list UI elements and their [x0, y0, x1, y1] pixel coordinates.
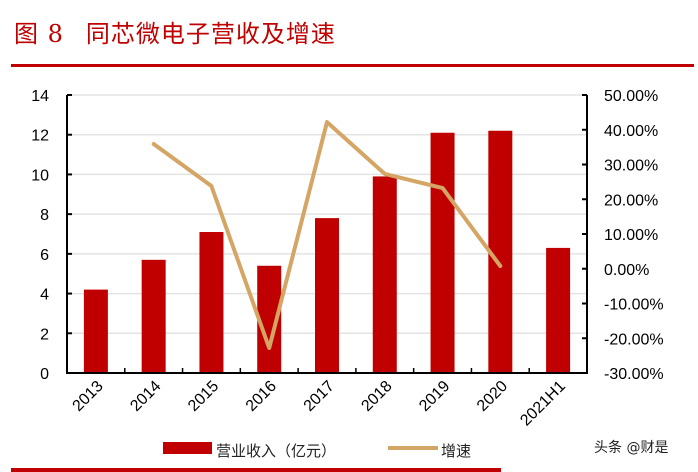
x-tick-label: 2017 [301, 378, 338, 415]
revenue-bars [83, 130, 571, 373]
revenue-bar-2015 [199, 232, 224, 373]
footer-divider [11, 468, 501, 472]
revenue-bar-2014 [141, 259, 166, 373]
revenue-bar-2018 [372, 176, 397, 373]
chart-legend: 营业收入（亿元） 增速 [163, 442, 471, 460]
right-tick-label: -10.00% [604, 297, 664, 314]
right-tick-label: 0.00% [604, 262, 649, 279]
x-tick-label: 2018 [358, 378, 395, 415]
left-tick-label: 10 [31, 167, 49, 184]
revenue-bar-2017 [315, 218, 339, 373]
right-tick-label: 50.00% [604, 88, 658, 105]
legend-revenue-label: 营业收入（亿元） [216, 442, 336, 460]
x-tick-label: 2015 [185, 378, 222, 415]
revenue-bar-2020 [488, 130, 513, 373]
growth-line-path [151, 120, 503, 350]
left-tick-label: 12 [31, 128, 49, 145]
x-tick-label: 2013 [70, 378, 107, 415]
left-tick-label: 4 [40, 287, 49, 304]
x-tick-label: 2014 [127, 378, 164, 415]
right-axis-labels: -30.00% -20.00% -10.00% 0.00% 10.00% 20.00% 30… [604, 88, 664, 383]
left-tick-label: 14 [31, 88, 49, 105]
x-tick-label: 2020 [474, 378, 511, 415]
legend-growth-label: 增速 [441, 442, 471, 460]
x-tick-label: 2016 [243, 378, 280, 415]
right-tick-label: -30.00% [604, 366, 664, 383]
right-tick-label: 10.00% [604, 227, 658, 244]
legend-bar-swatch [163, 442, 212, 454]
revenue-bar-2021H1 [546, 247, 571, 373]
watermark: 头条 @财是 [594, 440, 669, 456]
figure-title: 图 8 同芯微电子营收及增速 [14, 14, 336, 49]
x-tick-label: 2021H1 [517, 378, 569, 430]
right-tick-label: 40.00% [604, 123, 658, 140]
left-tick-label: 2 [40, 326, 49, 343]
title-divider [11, 64, 694, 67]
revenue-bar-2013 [83, 289, 108, 373]
x-tick-label: 2019 [416, 378, 453, 415]
growth-line [151, 120, 503, 350]
left-tick-label: 0 [40, 366, 49, 383]
left-axis-labels: 0 2 4 6 8 10 12 14 [31, 88, 49, 383]
x-axis-labels: 2013 2014 2015 2016 2017 2018 2019 2020 2021H1 [70, 378, 569, 430]
right-tick-label: -20.00% [604, 331, 664, 348]
left-tick-label: 8 [40, 207, 49, 224]
right-tick-label: 20.00% [604, 192, 658, 209]
left-tick-label: 6 [40, 247, 49, 264]
revenue-bar-2019 [430, 132, 455, 373]
right-tick-label: 30.00% [604, 158, 658, 175]
axes [66, 94, 588, 374]
figure-label: 图 8 [14, 20, 64, 48]
figure-title-text: 同芯微电子营收及增速 [85, 20, 336, 48]
